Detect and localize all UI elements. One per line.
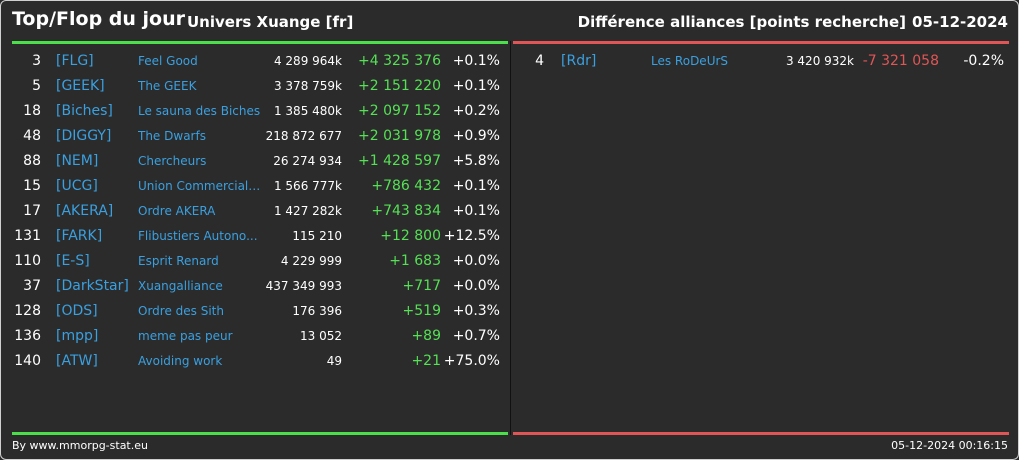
delta-cell: +4 325 376 (358, 53, 441, 69)
alliance-tag-link[interactable]: [Biches] (56, 103, 113, 119)
table-row: 37 [DarkStar] Xuangalliance 437 349 993 +717… (1, 274, 510, 299)
delta-cell: +12 800 (380, 228, 441, 244)
alliance-tag-link[interactable]: [GEEK] (56, 78, 105, 94)
rank-cell: 128 (14, 303, 41, 319)
alliance-tag-link[interactable]: [DarkStar] (56, 278, 129, 294)
alliance-tag-link[interactable]: [UCG] (56, 178, 98, 194)
percent-cell: +0.1% (452, 178, 500, 194)
page-title: Top/Flop du jour (12, 8, 185, 30)
delta-cell: +519 (402, 303, 441, 319)
alliance-tag-link[interactable]: [DIGGY] (56, 128, 112, 144)
percent-cell: -0.2% (963, 53, 1004, 69)
delta-cell: +2 151 220 (358, 78, 441, 94)
flop-section-bar (513, 41, 1009, 44)
rank-cell: 140 (14, 353, 41, 369)
rank-cell: 88 (23, 153, 41, 169)
category-label: Différence alliances [points recherche] (577, 13, 906, 31)
percent-cell: +0.0% (452, 253, 500, 269)
table-row: 140 [ATW] Avoiding work 49 +21 +75.0% (1, 349, 510, 374)
table-row: 18 [Biches] Le sauna des Biches 1 385 480k +… (1, 99, 510, 124)
points-cell: 1 566 777k (273, 179, 342, 193)
rank-cell: 5 (32, 78, 41, 94)
delta-cell: +2 031 978 (358, 128, 441, 144)
table-row: 4 [Rdr] Les RoDeUrS 3 420 932k -7 321 058 -0.… (511, 49, 1018, 74)
delta-cell: +717 (402, 278, 441, 294)
rank-cell: 110 (14, 253, 41, 269)
points-cell: 26 274 934 (273, 154, 342, 168)
date-label: 05-12-2024 (912, 13, 1008, 31)
source-link[interactable]: By www.mmorpg-stat.eu (12, 439, 148, 452)
alliance-tag-link[interactable]: [NEM] (56, 153, 99, 169)
delta-cell: +89 (411, 328, 441, 344)
table-row: 3 [FLG] Feel Good 4 289 964k +4 325 376 +0.1% (1, 49, 510, 74)
rank-cell: 15 (23, 178, 41, 194)
points-cell: 3 420 932k (785, 54, 854, 68)
percent-cell: +12.5% (443, 228, 500, 244)
points-cell: 4 289 964k (273, 54, 342, 68)
delta-cell: +2 097 152 (358, 103, 441, 119)
points-cell: 437 349 993 (265, 279, 342, 293)
alliance-tag-link[interactable]: [mpp] (56, 328, 99, 344)
percent-cell: +0.1% (452, 53, 500, 69)
delta-cell: +743 834 (371, 203, 441, 219)
table-row: 17 [AKERA] Ordre AKERA 1 427 282k +743 834 +0… (1, 199, 510, 224)
table-row: 136 [mpp] meme pas peur 13 052 +89 +0.7% (1, 324, 510, 349)
delta-cell: +1 683 (389, 253, 441, 269)
rank-cell: 131 (14, 228, 41, 244)
points-cell: 49 (326, 354, 342, 368)
rank-cell: 136 (14, 328, 41, 344)
table-row: 110 [E-S] Esprit Renard 4 229 999 +1 683 +0.0… (1, 249, 510, 274)
rank-cell: 3 (32, 53, 41, 69)
table-row: 48 [DIGGY] The Dwarfs 218 872 677 +2 031 978… (1, 124, 510, 149)
alliance-tag-link[interactable]: [Rdr] (561, 53, 597, 69)
percent-cell: +0.7% (452, 328, 500, 344)
percent-cell: +0.2% (452, 103, 500, 119)
percent-cell: +0.9% (452, 128, 500, 144)
table-row: 128 [ODS] Ordre des Sith 176 396 +519 +0.3% (1, 299, 510, 324)
points-cell: 115 210 (292, 229, 342, 243)
rank-cell: 4 (535, 53, 544, 69)
delta-cell: -7 321 058 (862, 53, 939, 69)
percent-cell: +0.0% (452, 278, 500, 294)
alliance-tag-link[interactable]: [ODS] (56, 303, 98, 319)
section-divider (510, 41, 511, 435)
percent-cell: +0.3% (452, 303, 500, 319)
universe-label: Univers Xuange [fr] (187, 13, 354, 31)
points-cell: 1 427 282k (273, 204, 342, 218)
table-row: 5 [GEEK] The GEEK 3 378 759k +2 151 220 +0.1% (1, 74, 510, 99)
delta-cell: +1 428 597 (358, 153, 441, 169)
points-cell: 3 378 759k (273, 79, 342, 93)
alliance-tag-link[interactable]: [AKERA] (56, 203, 114, 219)
flop-section-bottom-bar (513, 432, 1009, 435)
alliance-tag-link[interactable]: [FARK] (56, 228, 103, 244)
rank-cell: 37 (23, 278, 41, 294)
points-cell: 1 385 480k (273, 104, 342, 118)
points-cell: 4 229 999 (280, 254, 342, 268)
points-cell: 218 872 677 (265, 129, 342, 143)
rank-cell: 48 (23, 128, 41, 144)
table-row: 15 [UCG] Union Commerciale... 1 566 777k +78… (1, 174, 510, 199)
percent-cell: +5.8% (452, 153, 500, 169)
table-row: 88 [NEM] Chercheurs 26 274 934 +1 428 597 +5.… (1, 149, 510, 174)
timestamp: 05-12-2024 00:16:15 (891, 439, 1008, 452)
percent-cell: +75.0% (443, 353, 500, 369)
top-section-bar (12, 41, 508, 44)
points-cell: 176 396 (292, 304, 342, 318)
table-row: 131 [FARK] Flibustiers Autono... 115 210 +12… (1, 224, 510, 249)
percent-cell: +0.1% (452, 78, 500, 94)
alliance-tag-link[interactable]: [E-S] (56, 253, 90, 269)
delta-cell: +786 432 (371, 178, 441, 194)
percent-cell: +0.1% (452, 203, 500, 219)
rank-cell: 17 (23, 203, 41, 219)
points-cell: 13 052 (300, 329, 342, 343)
alliance-tag-link[interactable]: [FLG] (56, 53, 94, 69)
rank-cell: 18 (23, 103, 41, 119)
delta-cell: +21 (411, 353, 441, 369)
top-section-bottom-bar (12, 432, 508, 435)
alliance-tag-link[interactable]: [ATW] (56, 353, 98, 369)
